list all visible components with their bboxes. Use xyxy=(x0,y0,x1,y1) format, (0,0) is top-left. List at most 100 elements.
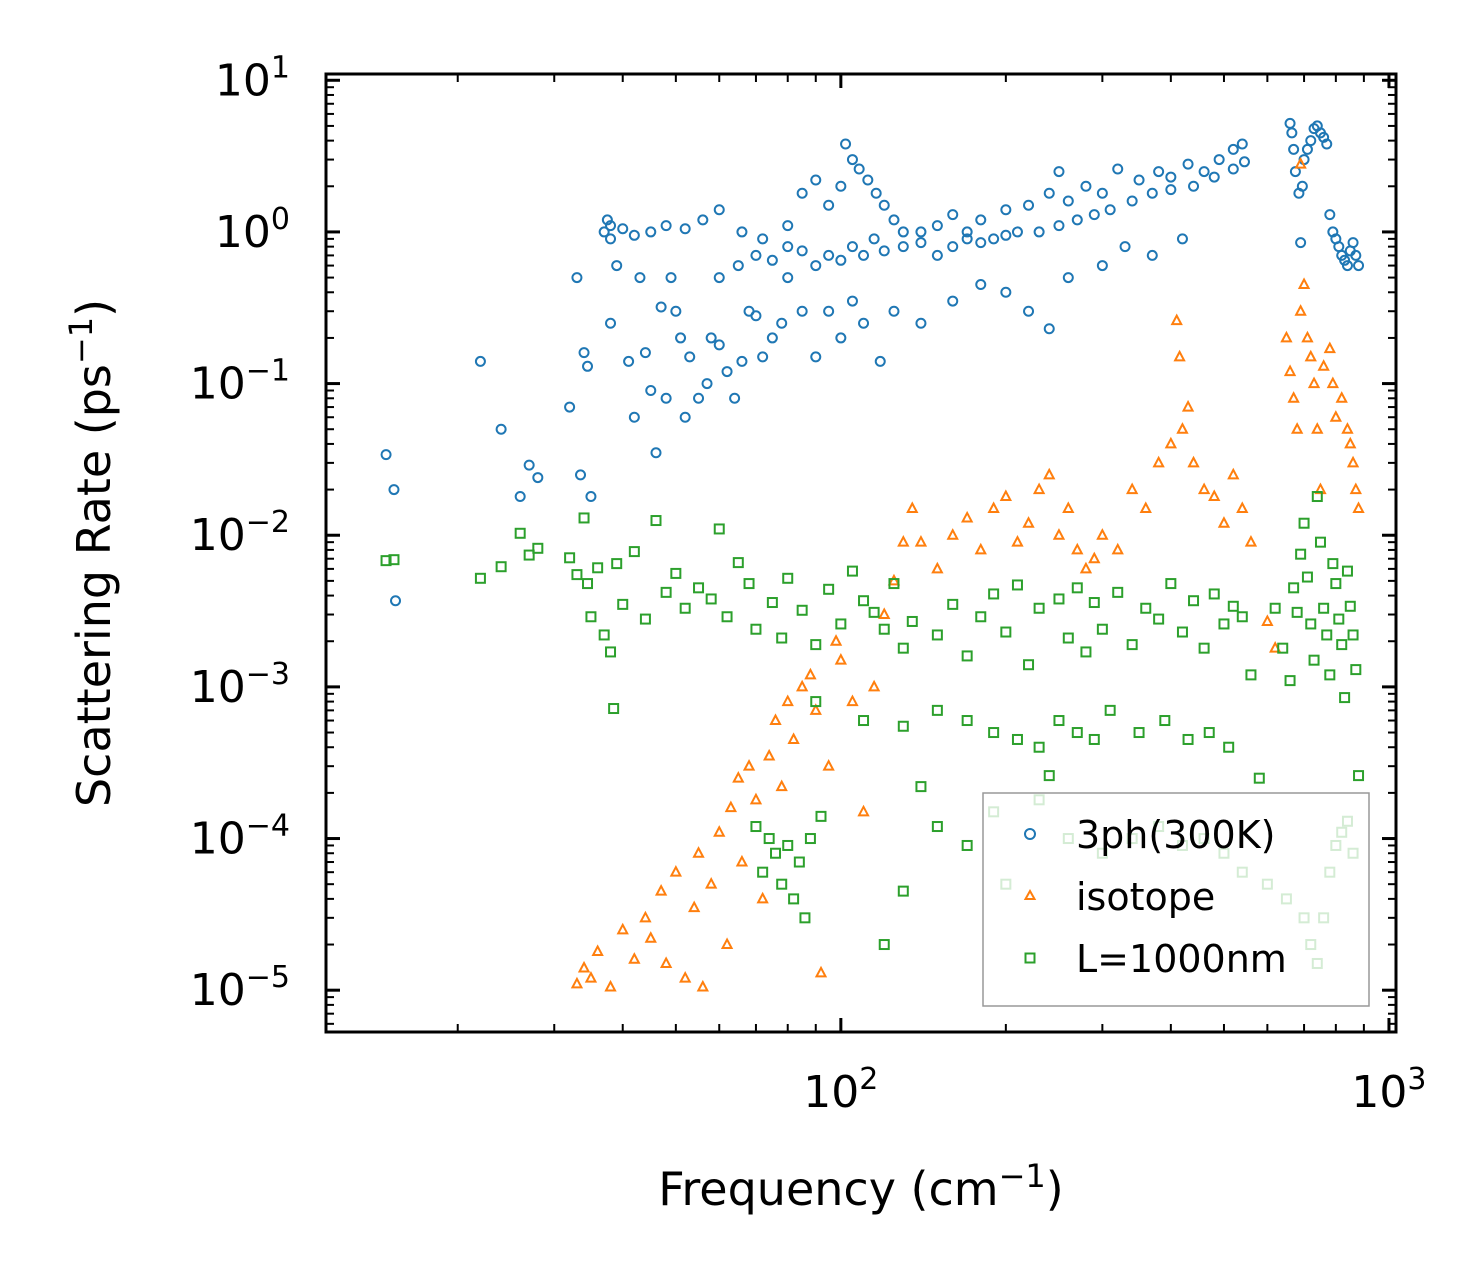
data-point xyxy=(796,245,808,257)
series-1 xyxy=(570,156,1365,992)
data-point xyxy=(571,272,583,284)
data-point xyxy=(769,713,782,726)
data-point xyxy=(823,249,835,261)
data-point xyxy=(1297,277,1311,290)
data-point xyxy=(1347,629,1359,641)
data-point xyxy=(846,154,858,166)
data-point xyxy=(1208,171,1220,183)
data-point xyxy=(1198,166,1210,178)
data-point xyxy=(1213,154,1225,166)
data-point xyxy=(1197,482,1211,495)
data-point xyxy=(870,187,882,199)
data-point xyxy=(670,305,682,317)
data-point xyxy=(1339,254,1351,266)
data-point xyxy=(846,295,858,307)
data-point xyxy=(1053,220,1065,232)
data-point xyxy=(1011,535,1024,547)
data-point xyxy=(1043,187,1055,199)
data-point xyxy=(1088,733,1100,745)
data-point xyxy=(1261,614,1274,626)
data-point xyxy=(705,332,717,344)
data-point xyxy=(693,582,705,594)
data-point xyxy=(1133,174,1145,186)
data-point xyxy=(578,512,590,524)
data-point xyxy=(1280,330,1293,343)
data-point xyxy=(1283,364,1297,377)
data-point xyxy=(1146,187,1158,199)
data-point xyxy=(713,339,725,351)
data-point xyxy=(782,572,794,584)
legend-marker-isotope xyxy=(1023,888,1037,900)
data-point xyxy=(1311,422,1324,434)
legend-label-3ph: 3ph(300K) xyxy=(1076,813,1275,857)
x-tick-label: 102 xyxy=(803,1062,878,1118)
data-point xyxy=(604,979,617,992)
data-point xyxy=(1301,143,1313,155)
data-point xyxy=(834,653,848,665)
data-point xyxy=(388,484,400,496)
data-point xyxy=(840,138,852,150)
data-point xyxy=(1033,226,1045,238)
data-point xyxy=(1112,586,1124,598)
data-point xyxy=(1307,376,1321,389)
data-point xyxy=(946,528,959,540)
data-point xyxy=(1347,237,1359,249)
data-point xyxy=(1062,632,1074,644)
data-point xyxy=(735,854,749,867)
data-point xyxy=(897,642,909,654)
data-point xyxy=(1227,600,1239,612)
data-point xyxy=(578,347,590,359)
data-point xyxy=(862,174,874,186)
data-point xyxy=(1071,542,1084,555)
y-tick-label: 101 xyxy=(215,50,290,106)
data-point xyxy=(532,542,544,554)
data-point xyxy=(1330,578,1342,590)
data-point xyxy=(804,833,816,845)
data-point xyxy=(750,249,762,261)
data-point xyxy=(810,174,822,186)
data-point xyxy=(915,781,927,793)
plot-frame xyxy=(324,72,1398,1034)
data-point xyxy=(897,226,909,238)
data-point xyxy=(684,351,696,363)
data-point xyxy=(1088,209,1100,221)
data-point xyxy=(605,317,617,329)
data-point xyxy=(975,611,987,623)
y-tick-label: 10−3 xyxy=(190,657,290,713)
data-point xyxy=(639,347,651,359)
data-point xyxy=(888,578,900,590)
data-point xyxy=(582,360,594,372)
data-point xyxy=(810,351,822,363)
data-series-layer xyxy=(380,117,1365,992)
data-point xyxy=(988,588,1000,600)
y-tick-label: 10−2 xyxy=(190,505,290,561)
data-point xyxy=(1176,626,1188,638)
data-point xyxy=(766,597,778,609)
data-point xyxy=(750,310,762,322)
data-point xyxy=(776,878,788,890)
data-point xyxy=(1176,233,1188,245)
data-point xyxy=(1023,305,1035,317)
data-point xyxy=(878,607,891,620)
data-point xyxy=(1346,455,1360,468)
data-point xyxy=(514,491,526,503)
data-point xyxy=(782,272,794,284)
data-point xyxy=(1238,156,1250,168)
data-point xyxy=(796,305,808,317)
y-tick-label: 10−1 xyxy=(190,354,290,410)
data-point xyxy=(749,792,763,805)
data-point xyxy=(887,573,901,586)
data-point xyxy=(1011,579,1023,591)
data-point xyxy=(1288,582,1300,594)
data-point xyxy=(1344,600,1356,612)
data-point xyxy=(639,613,651,625)
data-point xyxy=(1104,704,1116,716)
data-point xyxy=(1286,127,1298,139)
data-point xyxy=(645,385,657,397)
data-point xyxy=(1133,727,1145,739)
data-point xyxy=(1080,646,1092,658)
data-point xyxy=(611,260,623,272)
data-point xyxy=(1295,237,1307,249)
data-point xyxy=(1333,613,1345,625)
